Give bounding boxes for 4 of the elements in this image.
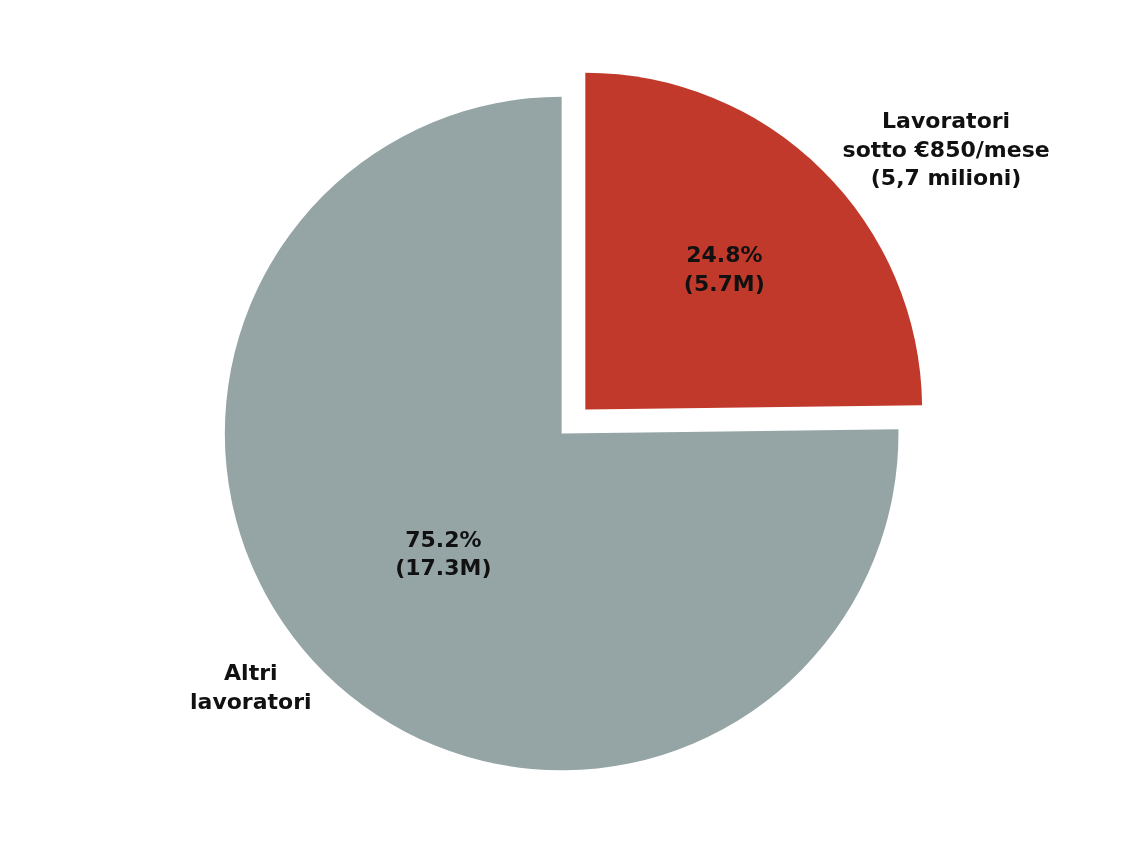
slice-label: Lavoratori sotto €850/mese (5,7 milioni) <box>842 107 1050 191</box>
data-label: 24.8% (5.7M) <box>683 241 765 296</box>
data-label: 75.2% (17.3M) <box>395 526 492 581</box>
slice-label: Altri lavoratori <box>190 659 312 714</box>
